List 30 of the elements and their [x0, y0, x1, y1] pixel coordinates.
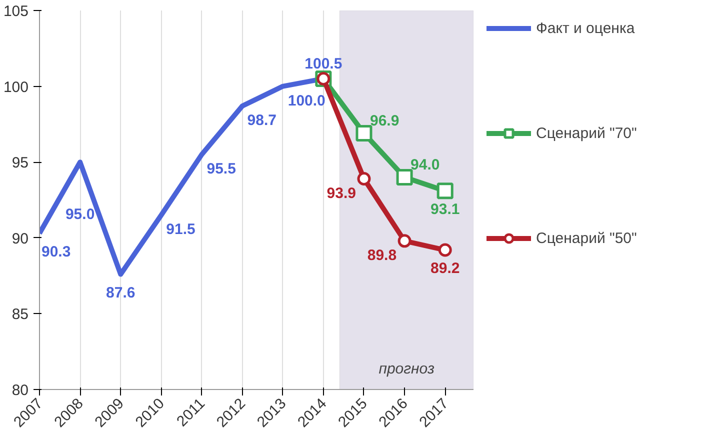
y-tick-label: 105 [3, 3, 29, 20]
data-label: 96.9 [370, 112, 400, 130]
data-label: 100.0 [288, 92, 326, 110]
data-label: 90.3 [42, 243, 71, 260]
data-label: 89.8 [367, 246, 397, 264]
legend-label: Сценарий "50" [536, 230, 637, 246]
data-label: 100.5 [304, 56, 342, 73]
data-label: 93.1 [430, 200, 460, 218]
band-label: прогноз [378, 360, 434, 378]
data-label: 87.6 [106, 284, 136, 302]
point [436, 182, 454, 200]
data-label: 89.2 [430, 260, 460, 278]
data-label: 98.7 [247, 112, 277, 130]
y-tick-label: 95 [12, 154, 29, 172]
y-tick-label: 90 [12, 230, 29, 248]
data-label: 95.5 [206, 160, 236, 178]
data-label: 94.0 [410, 156, 440, 174]
point [356, 125, 372, 142]
legend-label: Сценарий "70" [536, 124, 637, 142]
point [438, 243, 452, 257]
point [398, 234, 412, 248]
data-label: 95.0 [65, 206, 95, 224]
data-label: 91.5 [166, 221, 196, 238]
data-label: 93.9 [326, 184, 356, 202]
legend-label: Факт и оценка [536, 20, 635, 36]
point [357, 172, 371, 186]
point [396, 169, 413, 186]
y-tick-label: 100 [3, 78, 29, 96]
y-tick-label: 85 [12, 306, 29, 324]
y-tick-label: 80 [12, 382, 29, 399]
